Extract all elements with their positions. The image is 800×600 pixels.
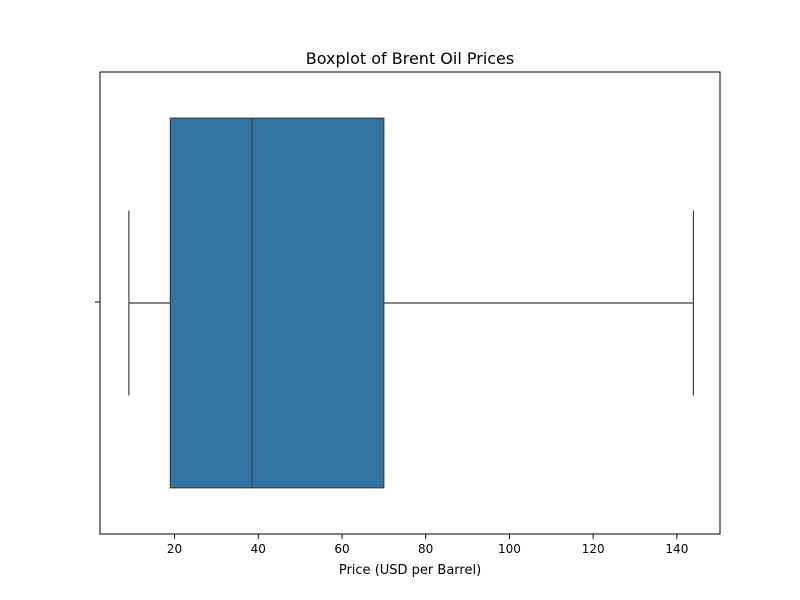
x-tick-label: 60 (334, 542, 349, 556)
iqr-box (169, 117, 385, 489)
x-tick-label: 40 (251, 542, 266, 556)
x-tick-label: 20 (167, 542, 182, 556)
x-axis-ticks: 20 40 60 80 100 120 140 (167, 534, 688, 556)
x-axis-label: Price (USD per Barrel) (339, 563, 481, 578)
plot-area (128, 117, 695, 489)
x-tick-label: 120 (582, 542, 605, 556)
axes-frame (99, 71, 721, 535)
x-tick-label: 80 (418, 542, 433, 556)
chart-title: Boxplot of Brent Oil Prices (306, 49, 514, 68)
x-tick-label: 100 (498, 542, 521, 556)
x-tick-label: 140 (665, 542, 688, 556)
